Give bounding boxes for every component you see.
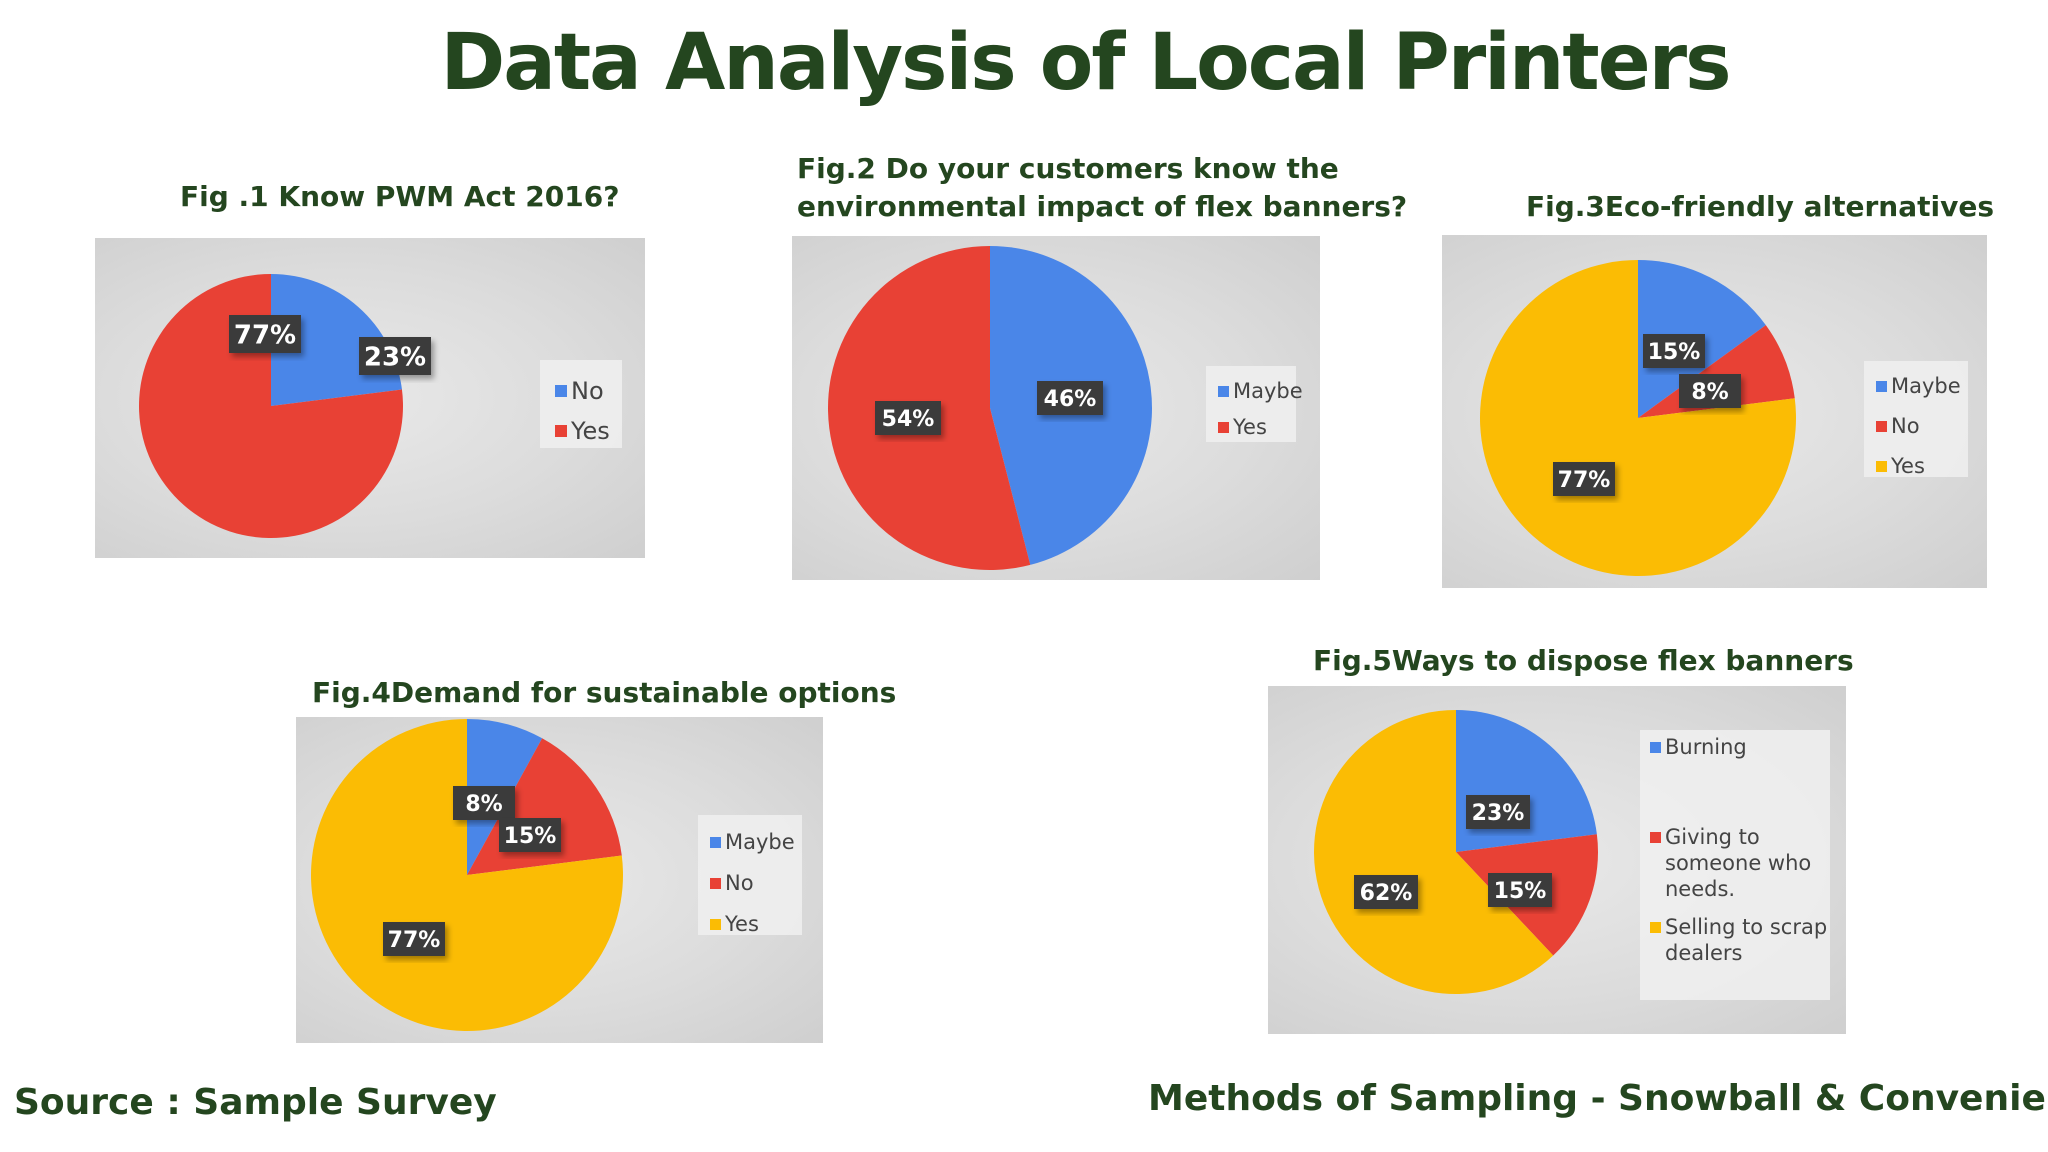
fig3-legend-label: Yes bbox=[1891, 454, 1925, 478]
fig3-title: Fig.3Eco-friendly alternatives bbox=[1526, 190, 1995, 223]
svg-text:23%: 23% bbox=[364, 342, 426, 372]
fig1-legend: No Yes bbox=[540, 360, 622, 448]
fig3-legend-item-maybe: Maybe bbox=[1876, 373, 1961, 399]
svg-text:15%: 15% bbox=[1494, 879, 1547, 904]
fig1-data-label-yes: 77% bbox=[229, 315, 301, 353]
fig1-legend-swatch-no bbox=[555, 385, 567, 397]
fig2-title: Fig.2 Do your customers know the environ… bbox=[797, 152, 1408, 223]
fig2-legend-label: Maybe bbox=[1233, 379, 1303, 403]
fig1-title: Fig .1 Know PWM Act 2016? bbox=[180, 180, 620, 213]
svg-text:77%: 77% bbox=[234, 320, 296, 350]
fig5-title: Fig.5Ways to dispose flex banners bbox=[1313, 644, 1854, 677]
fig3-legend-label: No bbox=[1891, 414, 1920, 438]
fig5-slice-selling-to-scrap-dealers bbox=[1314, 710, 1554, 994]
svg-text:8%: 8% bbox=[465, 792, 502, 817]
fig2-legend: Maybe Yes bbox=[1206, 366, 1303, 442]
fig2-legend-swatch-maybe bbox=[1218, 386, 1229, 397]
fig3-slice-no bbox=[1638, 325, 1795, 418]
svg-text:77%: 77% bbox=[1558, 468, 1611, 493]
fig3-legend-swatch-maybe bbox=[1876, 381, 1887, 392]
fig5-slice-burning bbox=[1456, 710, 1597, 852]
fig2-legend-item-yes: Yes bbox=[1218, 414, 1267, 440]
fig5-legend-swatch-burning bbox=[1650, 742, 1661, 753]
fig4-legend-swatch-yes bbox=[710, 919, 721, 930]
fig3-legend-item-no: No bbox=[1876, 413, 1920, 439]
svg-text:54%: 54% bbox=[882, 407, 935, 432]
fig4-legend-label: No bbox=[725, 871, 754, 895]
fig4-legend-item-yes: Yes bbox=[710, 911, 759, 937]
fig5-legend: Burning Giving to someone who needs. Selli… bbox=[1640, 730, 1830, 1000]
source-label: Source : Sample Survey bbox=[14, 1082, 497, 1123]
fig5-data-label-selling-to-scrap-dealers: 62% bbox=[1354, 875, 1418, 909]
fig4-legend: Maybe No Yes bbox=[698, 815, 802, 937]
fig4-chart: 8% 15% 77% Maybe No Yes bbox=[296, 717, 823, 1043]
fig3-legend-label: Maybe bbox=[1891, 374, 1961, 398]
fig1-chart: 23% 77% No Yes bbox=[95, 238, 645, 558]
fig3-chart: 15% 8% 77% Maybe No Yes bbox=[1442, 235, 1987, 588]
fig2-legend-label: Yes bbox=[1233, 415, 1267, 439]
page-title: Data Analysis of Local Printers bbox=[440, 18, 1731, 108]
fig4-legend-label: Maybe bbox=[725, 830, 795, 854]
fig3-legend: Maybe No Yes bbox=[1864, 361, 1968, 479]
fig1-data-label-no: 23% bbox=[359, 337, 431, 375]
fig1-legend-item-no: No bbox=[555, 376, 604, 406]
fig5-legend-swatch-selling-to-scrap-dealers bbox=[1650, 922, 1661, 933]
fig3-data-label-no: 8% bbox=[1679, 374, 1741, 408]
fig4-data-label-yes: 77% bbox=[383, 922, 445, 956]
fig5-pie: 23% 15% 62% bbox=[1314, 710, 1598, 994]
fig5-legend-item-giving-to-someone-who-needs: Giving to someone who needs. bbox=[1650, 824, 1811, 902]
fig5-legend-item-selling-to-scrap-dealers: Selling to scrap dealers bbox=[1650, 914, 1827, 966]
fig4-data-label-maybe: 8% bbox=[453, 786, 515, 820]
svg-text:62%: 62% bbox=[1360, 881, 1413, 906]
fig2-pie: 46% 54% bbox=[828, 246, 1153, 570]
fig4-legend-item-maybe: Maybe bbox=[710, 829, 795, 855]
fig4-legend-item-no: No bbox=[710, 870, 754, 896]
fig2-chart: 46% 54% Maybe Yes bbox=[792, 236, 1320, 580]
svg-text:15%: 15% bbox=[1648, 340, 1701, 365]
sampling-methods-label: Methods of Sampling - Snowball & Conveni… bbox=[1148, 1078, 2048, 1119]
fig3-slice-yes bbox=[1480, 260, 1796, 576]
fig4-legend-swatch-no bbox=[710, 878, 721, 889]
fig1-legend-label: No bbox=[571, 377, 604, 405]
svg-text:23%: 23% bbox=[1472, 801, 1525, 826]
fig3-legend-item-yes: Yes bbox=[1876, 453, 1925, 479]
fig4-legend-label: Yes bbox=[725, 912, 759, 936]
fig5-legend-label: Selling to scrap dealers bbox=[1665, 915, 1828, 965]
fig2-legend-swatch-yes bbox=[1218, 422, 1229, 433]
fig5-legend-item-burning: Burning bbox=[1650, 734, 1747, 760]
fig1-pie: 23% 77% bbox=[139, 274, 431, 538]
fig5-data-label-burning: 23% bbox=[1466, 795, 1530, 829]
fig5-legend-label: Giving to someone who needs. bbox=[1665, 825, 1812, 901]
svg-text:46%: 46% bbox=[1044, 387, 1097, 412]
fig2-data-label-yes: 54% bbox=[875, 401, 941, 435]
fig4-pie: 8%15% 77% bbox=[311, 719, 623, 1031]
svg-text:77%: 77% bbox=[388, 928, 441, 953]
fig3-legend-swatch-no bbox=[1876, 421, 1887, 432]
fig4-title: Fig.4Demand for sustainable options bbox=[312, 676, 897, 709]
fig2-legend-item-maybe: Maybe bbox=[1218, 378, 1303, 404]
fig1-legend-swatch-yes bbox=[555, 425, 567, 437]
fig1-legend-label: Yes bbox=[571, 417, 610, 445]
fig1-slice-yes bbox=[139, 274, 403, 538]
fig5-chart: 23% 15% 62% Burning Giving to someone who n… bbox=[1268, 686, 1846, 1034]
fig1-legend-item-yes: Yes bbox=[555, 416, 610, 446]
fig4-legend-swatch-maybe bbox=[710, 837, 721, 848]
fig3-pie: 15% 8% 77% bbox=[1480, 260, 1796, 576]
fig4-data-label-no: 15% bbox=[499, 818, 561, 852]
fig3-data-label-yes: 77% bbox=[1553, 462, 1615, 496]
fig5-legend-swatch-giving-to-someone-who-needs bbox=[1650, 832, 1661, 843]
svg-text:15%: 15% bbox=[504, 824, 557, 849]
fig3-legend-swatch-yes bbox=[1876, 461, 1887, 472]
fig2-data-label-maybe: 46% bbox=[1037, 381, 1103, 415]
fig3-data-label-maybe: 15% bbox=[1643, 334, 1705, 368]
fig5-data-label-giving-to-someone-who-needs: 15% bbox=[1488, 873, 1552, 907]
fig5-legend-label: Burning bbox=[1665, 735, 1747, 759]
svg-text:8%: 8% bbox=[1691, 380, 1728, 405]
